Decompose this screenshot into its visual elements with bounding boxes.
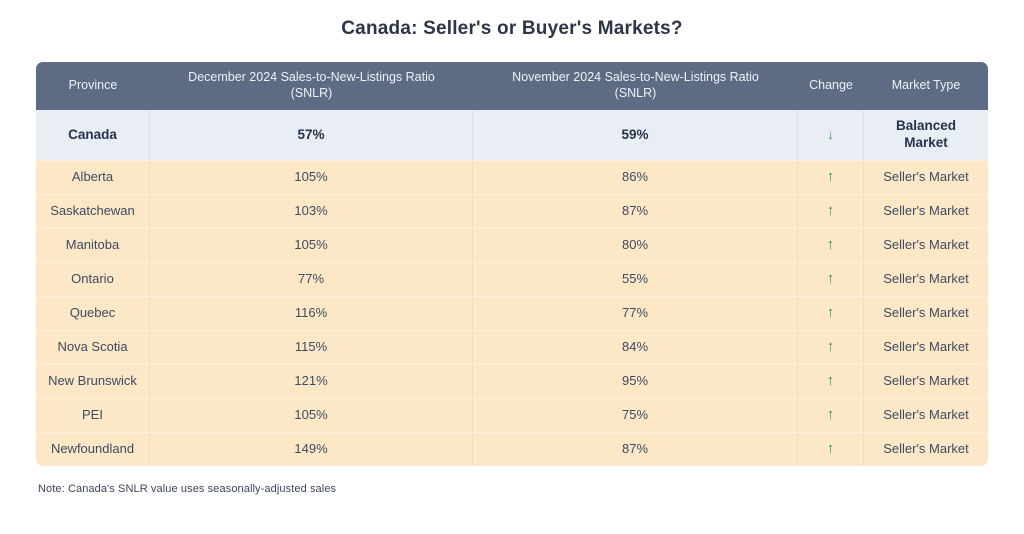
nov-snlr-cell: 87% <box>473 433 798 466</box>
province-cell: Newfoundland <box>36 433 150 466</box>
nov-snlr-cell: 75% <box>473 399 798 432</box>
province-cell: PEI <box>36 399 150 432</box>
table-header-row: Province December 2024 Sales-to-New-List… <box>36 62 988 110</box>
change-arrow-icon: ↓ <box>798 110 864 160</box>
province-cell: Manitoba <box>36 229 150 262</box>
market-type-cell: Seller's Market <box>883 339 969 355</box>
market-type-cell: Seller's Market <box>883 271 969 287</box>
dec-snlr-cell: 105% <box>150 399 473 432</box>
nov-snlr-cell: 77% <box>473 297 798 330</box>
dec-snlr-cell: 105% <box>150 229 473 262</box>
province-cell: Nova Scotia <box>36 331 150 364</box>
table-row: Quebec 116% 77% ↑ Seller's Market <box>36 296 988 330</box>
footnote: Note: Canada's SNLR value uses seasonall… <box>38 483 337 495</box>
nov-snlr-cell: 87% <box>473 195 798 228</box>
table-row: Ontario 77% 55% ↑ Seller's Market <box>36 262 988 296</box>
province-cell: Quebec <box>36 297 150 330</box>
dec-snlr-cell: 149% <box>150 433 473 466</box>
table-row: Nova Scotia 115% 84% ↑ Seller's Market <box>36 330 988 364</box>
change-arrow-icon: ↑ <box>798 433 864 466</box>
market-type-cell: Seller's Market <box>883 237 969 253</box>
province-cell: Alberta <box>36 161 150 194</box>
table-row: Saskatchewan 103% 87% ↑ Seller's Market <box>36 194 988 228</box>
market-type-cell: Seller's Market <box>883 203 969 219</box>
dec-snlr-cell: 57% <box>150 110 473 160</box>
table-row: Manitoba 105% 80% ↑ Seller's Market <box>36 228 988 262</box>
dec-snlr-cell: 121% <box>150 365 473 398</box>
province-cell: Saskatchewan <box>36 195 150 228</box>
dec-snlr-cell: 115% <box>150 331 473 364</box>
market-type-cell: Seller's Market <box>883 373 969 389</box>
nov-snlr-cell: 80% <box>473 229 798 262</box>
nov-snlr-cell: 59% <box>473 110 798 160</box>
table-row: New Brunswick 121% 95% ↑ Seller's Market <box>36 364 988 398</box>
change-arrow-icon: ↑ <box>798 195 864 228</box>
change-arrow-icon: ↑ <box>798 365 864 398</box>
change-arrow-icon: ↑ <box>798 263 864 296</box>
change-arrow-icon: ↑ <box>798 161 864 194</box>
table-body: Canada 57% 59% ↓ Balanced Market Alberta… <box>36 110 988 466</box>
column-header-province: Province <box>68 78 118 93</box>
nov-snlr-cell: 86% <box>473 161 798 194</box>
table-row: PEI 105% 75% ↑ Seller's Market <box>36 398 988 432</box>
dec-snlr-cell: 116% <box>150 297 473 330</box>
province-cell: New Brunswick <box>36 365 150 398</box>
change-arrow-icon: ↑ <box>798 297 864 330</box>
table-row: Canada 57% 59% ↓ Balanced Market <box>36 110 988 160</box>
nov-snlr-cell: 95% <box>473 365 798 398</box>
change-arrow-icon: ↑ <box>798 229 864 262</box>
column-header-change: Change <box>809 78 853 93</box>
table-row: Newfoundland 149% 87% ↑ Seller's Market <box>36 432 988 466</box>
column-header-market-type: Market Type <box>891 78 961 93</box>
market-type-cell: Seller's Market <box>883 169 969 185</box>
page-title: Canada: Seller's or Buyer's Markets? <box>341 18 683 39</box>
nov-snlr-cell: 55% <box>473 263 798 296</box>
change-arrow-icon: ↑ <box>798 399 864 432</box>
snlr-table: Province December 2024 Sales-to-New-List… <box>36 62 988 466</box>
dec-snlr-cell: 77% <box>150 263 473 296</box>
dec-snlr-cell: 103% <box>150 195 473 228</box>
province-cell: Canada <box>36 110 150 160</box>
column-header-nov-snlr: November 2024 Sales-to-New-Listings Rati… <box>512 70 759 100</box>
table-row: Alberta 105% 86% ↑ Seller's Market <box>36 160 988 194</box>
dec-snlr-cell: 105% <box>150 161 473 194</box>
market-type-cell: Seller's Market <box>883 305 969 321</box>
nov-snlr-cell: 84% <box>473 331 798 364</box>
column-header-dec-snlr: December 2024 Sales-to-New-Listings Rati… <box>188 70 435 100</box>
change-arrow-icon: ↑ <box>798 331 864 364</box>
market-type-cell: Balanced Market <box>895 118 957 150</box>
market-type-cell: Seller's Market <box>883 441 969 457</box>
market-type-cell: Seller's Market <box>883 407 969 423</box>
province-cell: Ontario <box>36 263 150 296</box>
